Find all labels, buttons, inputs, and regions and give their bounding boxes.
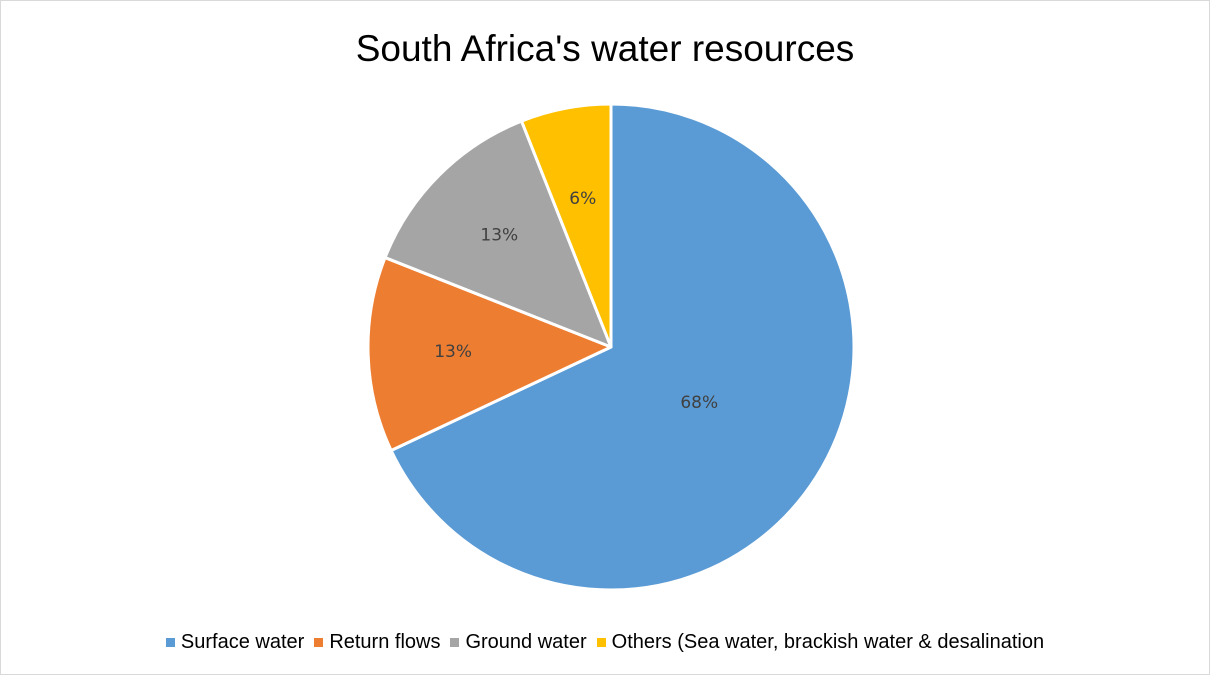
pie-slice-3 <box>383 119 613 349</box>
legend-swatch-4 <box>596 638 606 647</box>
pie-slice-2 <box>366 256 613 452</box>
legend-label-2: Return flows <box>329 631 441 653</box>
legend: Surface water Return flows Ground water Oth… <box>0 631 1210 654</box>
legend-item-2: Return flows <box>314 631 440 654</box>
legend-item-4: Others (Sea water, brackish water & desa… <box>596 631 1045 654</box>
legend-label-3: Ground water <box>465 631 587 653</box>
data-label-4: 6% <box>569 189 596 209</box>
data-label-3: 13% <box>480 225 518 245</box>
chart-title: South Africa's water resources <box>355 28 855 69</box>
legend-label-1: Surface water <box>180 631 305 653</box>
legend-swatch-2 <box>314 638 324 647</box>
data-label-1: 68% <box>680 393 718 413</box>
pie-slice-4 <box>520 102 613 349</box>
pie-slice-1 <box>389 102 856 592</box>
legend-label-4: Others (Sea water, brackish water & desa… <box>611 631 1045 653</box>
legend-swatch-3 <box>450 638 460 647</box>
data-label-2: 13% <box>434 342 472 362</box>
legend-item-1: Surface water <box>165 631 305 654</box>
legend-item-3: Ground water <box>450 631 587 654</box>
legend-swatch-1 <box>165 638 175 647</box>
